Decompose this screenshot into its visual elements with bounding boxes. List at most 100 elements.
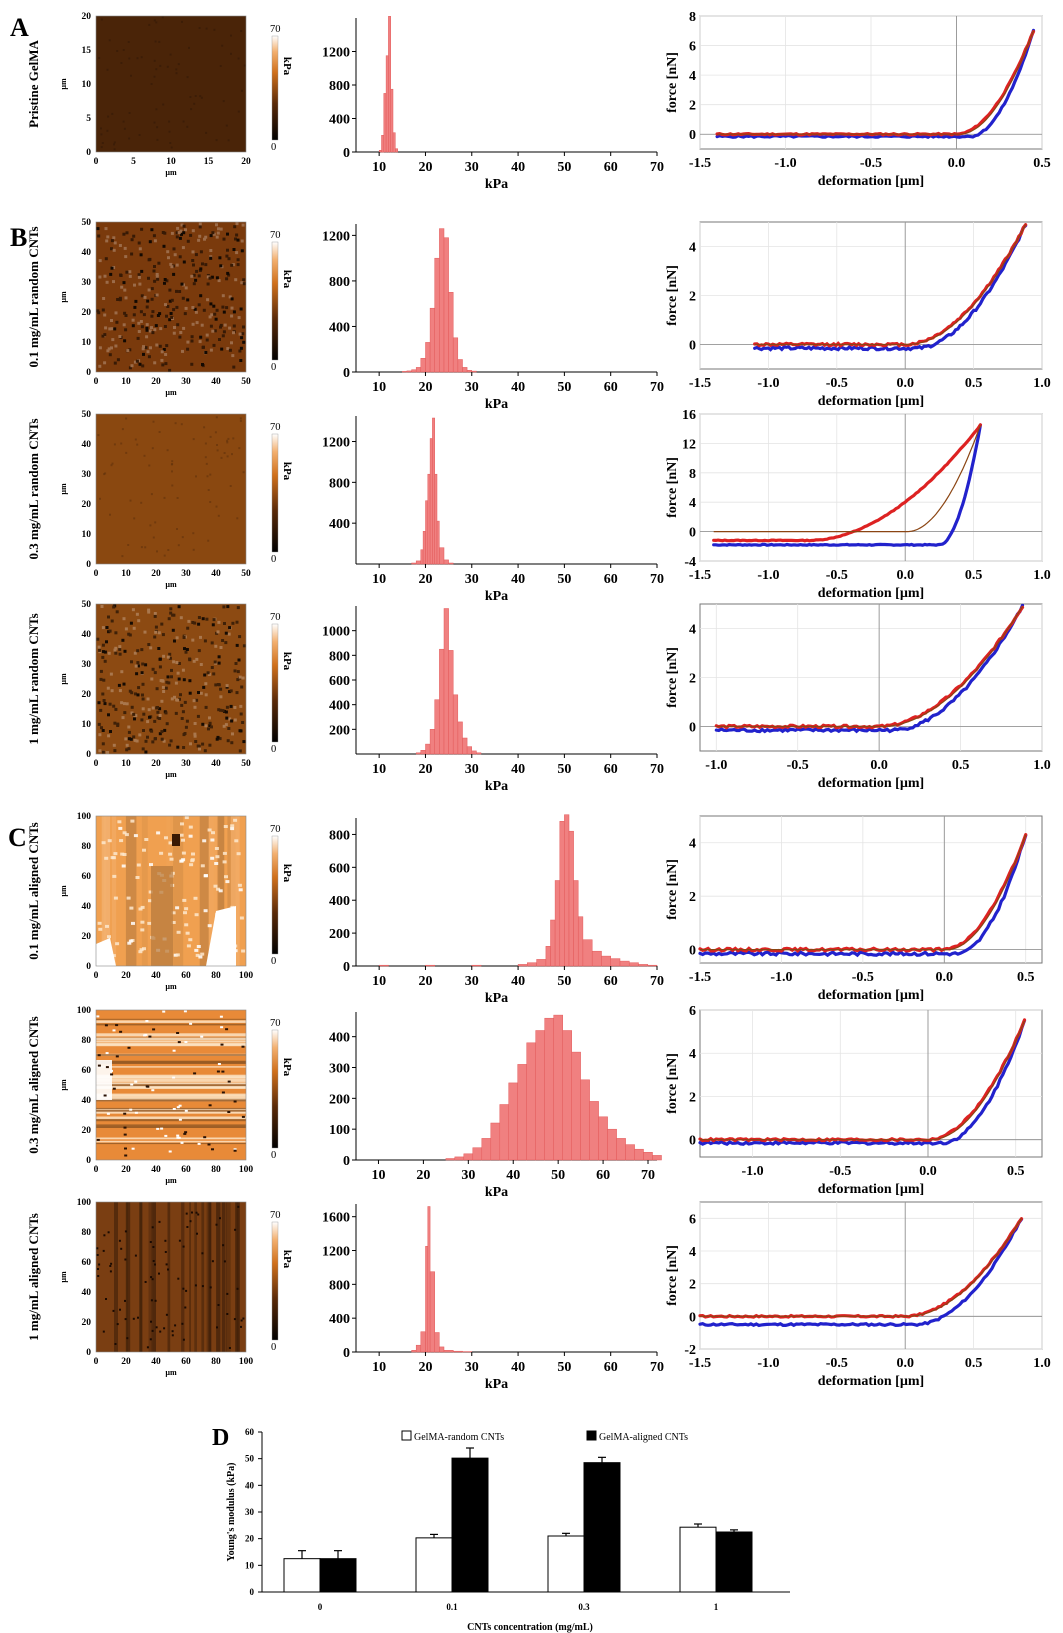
curve-x-tick-label: -1.0 [757, 376, 779, 391]
map-pixel [239, 307, 243, 311]
hist-x-tick-label: 50 [557, 974, 571, 989]
map-pixel [236, 258, 240, 262]
map-pixel [204, 693, 208, 697]
map-pixel [178, 335, 182, 339]
map-pixel [101, 655, 105, 659]
map-pixel [163, 1327, 166, 1330]
map-stripe [96, 1020, 246, 1023]
map-pixel [217, 708, 221, 712]
hist-x-tick-label: 10 [372, 380, 386, 395]
map-pixel [154, 1263, 156, 1266]
map-pixel [171, 1330, 174, 1333]
map-pixel [103, 361, 107, 365]
map-pixel [136, 649, 140, 653]
map-pixel [122, 232, 126, 236]
map-pixel [134, 1254, 137, 1257]
map-pixel [195, 475, 197, 478]
map-pixel [107, 935, 111, 939]
bar-y-tick-label: 20 [245, 1534, 255, 1544]
map-pixel [145, 328, 149, 332]
hist-bar [452, 1350, 463, 1353]
map-x-tick-label: 80 [211, 971, 221, 981]
map-x-tick-label: 40 [211, 377, 221, 387]
map-pixel [148, 899, 152, 903]
bar-category-label: 1 [714, 1602, 719, 1612]
map-pixel [199, 95, 202, 98]
map-pixel [109, 1265, 112, 1267]
colorbar-max-label: 70 [270, 824, 281, 835]
map-pixel [178, 255, 182, 259]
map-x-tick-label: 30 [181, 377, 191, 387]
map-pixel [182, 326, 186, 330]
map-pixel [175, 636, 179, 640]
map-pixel [104, 326, 108, 330]
map-pixel [168, 743, 172, 747]
hist-bar [406, 370, 412, 373]
map-pixel [234, 278, 238, 282]
map-pixel [186, 125, 189, 128]
map-pixel [173, 953, 178, 957]
map-pixel [109, 730, 112, 733]
map-pixel [168, 368, 172, 372]
map-y-tick-label: 50 [82, 218, 92, 228]
map-pixel [155, 343, 159, 347]
map-pixel [126, 1337, 129, 1340]
map-pixel [242, 340, 246, 344]
map-pixel [128, 633, 132, 637]
map-pixel [167, 256, 170, 260]
colorbar-max-label: 70 [270, 24, 281, 35]
map-pixel [179, 229, 183, 233]
hist-y-tick-label: 200 [329, 723, 350, 738]
map-pixel [219, 65, 222, 67]
map-stripe [96, 1093, 246, 1096]
map-pixel [147, 708, 151, 712]
map-pixel [169, 739, 173, 743]
map-pixel [216, 887, 221, 891]
map-pixel [205, 27, 208, 30]
map-stripe [96, 1095, 246, 1099]
map-pixel [237, 110, 240, 113]
map-pixel [96, 227, 100, 231]
map-pixel [183, 312, 187, 316]
map-pixel [103, 1234, 106, 1237]
map-pixel [138, 282, 142, 286]
map-pixel [232, 324, 236, 328]
hist-bar [589, 1101, 599, 1161]
hist-bar [568, 830, 574, 967]
map-pixel [159, 679, 163, 683]
curve-x-tick-label: 0.5 [952, 758, 970, 773]
map-pixel [203, 426, 206, 429]
map-pixel [118, 1239, 121, 1242]
hist-bar [439, 1346, 445, 1353]
map-pixel [183, 911, 187, 915]
map-pixel [209, 435, 212, 438]
map-pixel [198, 747, 201, 751]
map-pixel [156, 314, 160, 317]
map-pixel [101, 841, 106, 845]
map-pixel [185, 931, 190, 935]
map-pixel [193, 1072, 197, 1075]
map-pixel [220, 347, 224, 351]
map-y-tick-label: 50 [82, 600, 92, 610]
hist-bar [439, 547, 445, 565]
map-pixel [177, 544, 180, 547]
map-pixel [101, 643, 105, 647]
map-pixel [240, 1325, 242, 1328]
map-pixel [124, 627, 128, 631]
map-pixel [152, 420, 155, 423]
curve-x-tick-label: 0.0 [896, 568, 914, 583]
hist-bar [463, 1153, 474, 1161]
map-x-tick-label: 0 [94, 971, 99, 981]
map-x-tick-label: 100 [239, 1357, 254, 1367]
map-pixel [216, 231, 220, 235]
colorbar-min-label: 0 [271, 554, 276, 565]
hist-x-tick-label: 70 [650, 762, 664, 777]
hist-bar [454, 1156, 465, 1161]
map-pixel [112, 236, 116, 240]
map-y-tick-label: 50 [82, 410, 92, 420]
hist-bar [443, 559, 449, 565]
map-pixel [102, 1249, 105, 1252]
map-pixel [132, 234, 136, 238]
hist-bar [573, 880, 579, 967]
